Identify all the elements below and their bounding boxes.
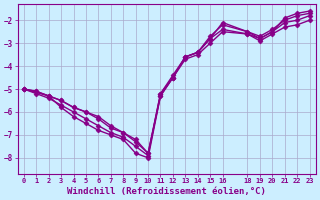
X-axis label: Windchill (Refroidissement éolien,°C): Windchill (Refroidissement éolien,°C) (67, 187, 266, 196)
